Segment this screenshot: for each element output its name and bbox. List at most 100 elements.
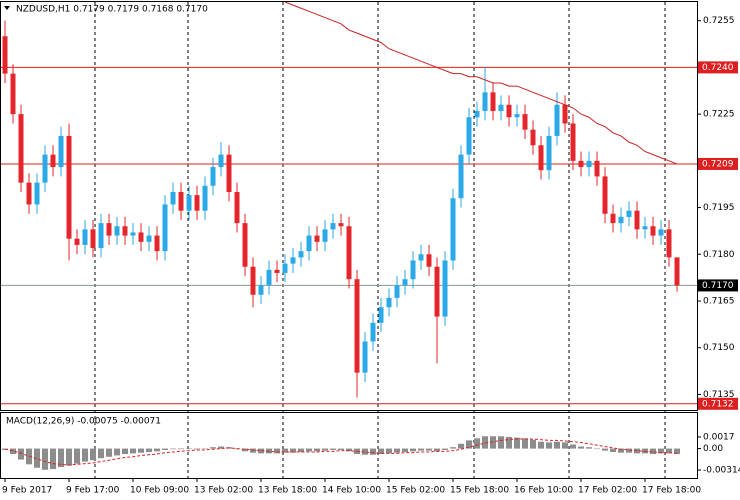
signal-line — [4, 438, 678, 466]
candle-body — [298, 251, 304, 258]
candle-body — [554, 104, 560, 136]
macd-bar — [10, 448, 16, 455]
macd-bar — [490, 436, 496, 449]
candle-body — [570, 123, 576, 161]
macd-bar — [210, 447, 216, 449]
candle-body — [386, 297, 392, 308]
macd-bar — [402, 448, 408, 452]
x-tick-label: 13 Feb 02:00 — [194, 486, 253, 496]
macd-bar — [42, 448, 48, 470]
y-tick-label: 0.7135 — [703, 390, 735, 400]
macd-frame — [0, 412, 698, 479]
candle-body — [178, 191, 184, 211]
macd-bar — [146, 448, 152, 452]
macd-title: MACD(12,26,9) -0.00075 -0.00071 — [6, 417, 161, 427]
macd-bar — [178, 448, 184, 450]
macd-bar — [554, 441, 560, 449]
macd-bar — [90, 448, 96, 461]
macd-bar — [290, 448, 296, 453]
macd-bar — [538, 441, 544, 449]
candle-body — [434, 266, 440, 317]
y-tick-label: 0.7225 — [703, 110, 735, 120]
candle-body — [322, 229, 328, 242]
candle-body — [42, 154, 48, 183]
macd-bar — [522, 438, 528, 449]
candle-body — [2, 36, 8, 74]
candle-body — [130, 232, 136, 236]
macd-bar — [482, 436, 488, 449]
candle-body — [618, 216, 624, 224]
macd-bar — [330, 448, 336, 450]
candle-body — [98, 223, 104, 249]
macd-bar — [650, 448, 656, 455]
macd-bar — [250, 448, 256, 453]
candle-body — [202, 185, 208, 211]
macd-bar — [338, 448, 344, 450]
x-tick-label: 13 Feb 18:00 — [258, 486, 317, 496]
macd-bar — [106, 448, 112, 457]
candle-body — [474, 111, 480, 118]
candle-body — [34, 182, 40, 205]
macd-bar — [394, 448, 400, 453]
candle-body — [634, 210, 640, 230]
candle-body — [250, 266, 256, 295]
x-tick-label: 17 Feb 18:00 — [642, 486, 701, 496]
macd-bar — [58, 448, 64, 468]
candle-body — [362, 341, 368, 373]
candle-body — [394, 285, 400, 298]
macd-bar — [162, 448, 168, 450]
candle-body — [58, 135, 64, 168]
candle-body — [26, 182, 32, 205]
candle-body — [154, 235, 160, 252]
macd-bar — [530, 439, 536, 449]
chart-title: NZDUSD,H1 0.7179 0.7179 0.7168 0.7170 — [16, 5, 208, 15]
candle-body — [370, 322, 376, 342]
candle-body — [306, 235, 312, 252]
macd-bar — [242, 448, 248, 452]
candle-body — [218, 154, 224, 168]
macd-bar — [170, 448, 176, 450]
candle-body — [378, 307, 384, 323]
macd-bar — [18, 448, 24, 460]
macd-bar — [586, 447, 592, 449]
macd-bar — [346, 448, 352, 452]
macd-bar — [50, 448, 56, 470]
candle-body — [90, 229, 96, 249]
candle-body — [290, 257, 296, 264]
macd-bar — [514, 437, 520, 449]
candle-body — [418, 254, 424, 261]
macd-bar — [666, 448, 672, 454]
candle-body — [610, 213, 616, 224]
candle-body — [626, 210, 632, 217]
candle-body — [506, 104, 512, 118]
current-price-box — [698, 279, 738, 292]
candle-body — [170, 191, 176, 205]
macd-bar — [474, 438, 480, 449]
candle-body — [82, 229, 88, 245]
candle-body — [522, 114, 528, 130]
candle-body — [242, 223, 248, 267]
y-tick-label: 0.00 — [703, 444, 723, 454]
price-frame — [0, 1, 698, 411]
y-tick-label: 0.7255 — [703, 16, 735, 26]
macd-bar — [506, 436, 512, 449]
macd-bar — [410, 448, 416, 452]
macd-bar — [202, 448, 208, 450]
candle-body — [586, 160, 592, 168]
macd-bar — [578, 446, 584, 449]
macd-bar — [466, 440, 472, 449]
candle-body — [482, 92, 488, 112]
candle-body — [490, 92, 496, 112]
candle-body — [186, 195, 192, 211]
macd-bar — [314, 448, 320, 452]
macd-bar — [34, 448, 40, 468]
moving-average — [284, 1, 678, 165]
x-tick-label: 16 Feb 10:00 — [514, 486, 573, 496]
macd-bar — [114, 448, 120, 456]
menu-arrow[interactable] — [4, 6, 10, 10]
level-label: 0.7209 — [702, 159, 734, 169]
macd-bar — [626, 448, 632, 453]
x-tick-label: 10 Feb 09:00 — [130, 486, 189, 496]
